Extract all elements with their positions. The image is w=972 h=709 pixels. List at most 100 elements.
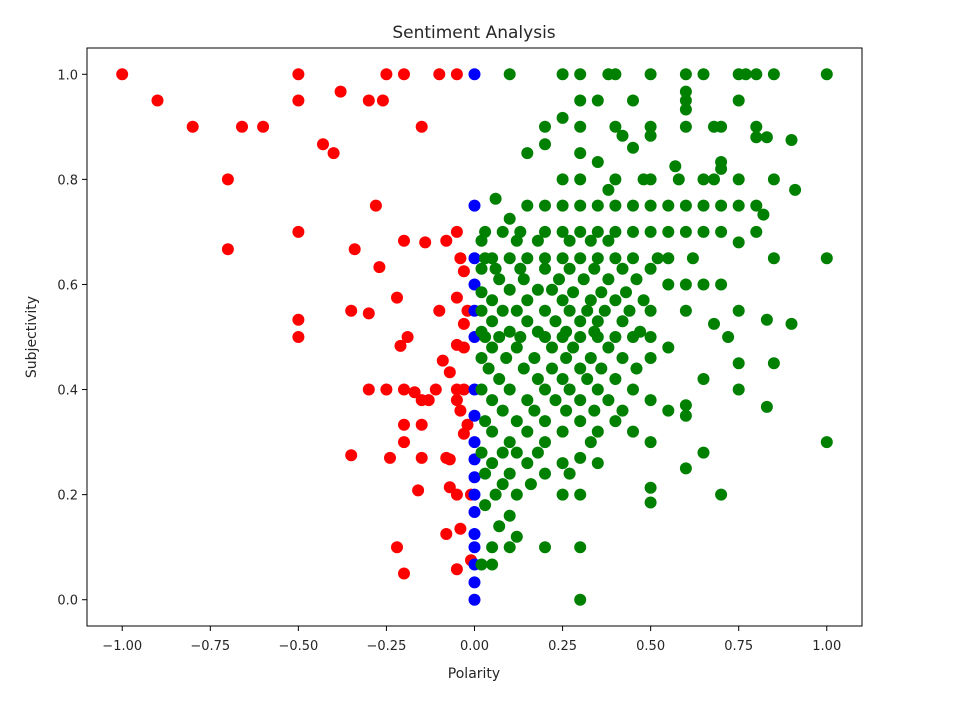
data-point xyxy=(479,331,492,343)
chart-title: Sentiment Analysis xyxy=(392,23,555,43)
data-point xyxy=(627,225,639,238)
data-point xyxy=(588,262,601,275)
data-point xyxy=(539,252,551,265)
data-point xyxy=(556,111,569,124)
data-point xyxy=(715,199,728,212)
data-point xyxy=(644,496,657,509)
data-point xyxy=(553,273,565,286)
data-point xyxy=(546,283,558,296)
x-tick-label: 0.75 xyxy=(724,639,753,654)
data-point xyxy=(679,304,692,317)
data-point xyxy=(715,225,728,238)
x-tick-label: −0.50 xyxy=(278,639,318,654)
data-point xyxy=(450,68,463,81)
data-point xyxy=(732,357,745,370)
data-point xyxy=(517,362,530,375)
data-point xyxy=(644,120,657,133)
data-point xyxy=(539,304,551,317)
data-point xyxy=(468,278,481,291)
data-point xyxy=(475,446,488,459)
x-tick-label: −1.00 xyxy=(102,639,142,654)
data-point xyxy=(539,120,551,133)
data-point xyxy=(662,199,675,212)
data-point xyxy=(820,252,833,265)
data-point xyxy=(486,294,499,307)
data-point xyxy=(419,236,432,249)
data-point xyxy=(510,446,523,459)
y-tick-label: 0.0 xyxy=(57,594,78,609)
data-point xyxy=(457,427,470,440)
data-point xyxy=(391,291,403,304)
data-point xyxy=(620,286,632,299)
data-point xyxy=(609,120,622,133)
data-point xyxy=(637,294,650,307)
data-point xyxy=(221,243,234,256)
data-point xyxy=(503,68,516,81)
data-point xyxy=(732,236,745,249)
data-point xyxy=(732,383,745,396)
data-point xyxy=(398,567,410,580)
data-point xyxy=(327,147,340,160)
data-point xyxy=(116,68,129,81)
data-point xyxy=(627,383,639,396)
data-point xyxy=(450,225,463,238)
data-point xyxy=(539,383,551,396)
data-point xyxy=(457,265,470,278)
data-point xyxy=(616,262,629,275)
x-tick-label: 0.25 xyxy=(548,639,577,654)
data-point xyxy=(514,262,527,275)
data-point xyxy=(616,404,629,417)
data-point xyxy=(609,252,622,265)
data-point xyxy=(679,103,692,116)
data-point xyxy=(500,352,513,364)
data-point xyxy=(257,120,270,133)
data-point xyxy=(574,541,587,554)
data-point xyxy=(679,409,692,422)
data-point xyxy=(496,446,509,459)
data-point xyxy=(468,593,481,606)
data-point xyxy=(486,252,499,265)
data-point xyxy=(151,94,164,107)
data-point xyxy=(563,304,576,317)
data-point xyxy=(556,294,569,307)
data-point xyxy=(345,304,358,317)
data-point xyxy=(609,373,622,385)
data-point xyxy=(722,331,735,343)
data-point xyxy=(362,307,375,320)
data-point xyxy=(820,68,833,81)
data-point xyxy=(767,68,780,81)
data-point xyxy=(584,352,597,364)
data-point xyxy=(486,457,499,470)
data-point xyxy=(531,446,544,459)
data-point xyxy=(546,362,558,375)
data-point xyxy=(503,467,516,480)
data-point xyxy=(521,199,534,212)
data-point xyxy=(602,234,615,247)
data-point xyxy=(574,173,587,186)
data-point xyxy=(581,304,594,317)
y-tick-label: 1.0 xyxy=(57,68,78,83)
data-point xyxy=(760,131,773,144)
data-point xyxy=(468,436,481,449)
data-point xyxy=(440,528,453,540)
data-point xyxy=(627,199,639,212)
data-point xyxy=(468,528,481,540)
data-point xyxy=(221,173,234,186)
data-point xyxy=(475,558,488,571)
data-point xyxy=(186,120,199,133)
data-point xyxy=(479,499,492,512)
data-point xyxy=(679,225,692,238)
data-point xyxy=(820,436,833,449)
x-axis: −1.00 −0.75 −0.50 −0.25 0.00 0.25 0.50 0.75 1.00 xyxy=(102,626,841,654)
data-point xyxy=(549,315,562,328)
data-point xyxy=(539,541,551,554)
data-point xyxy=(574,331,587,343)
data-point xyxy=(574,415,587,428)
data-point xyxy=(644,352,657,364)
data-point xyxy=(468,541,481,554)
data-point xyxy=(450,291,463,304)
y-tick-label: 0.4 xyxy=(57,384,78,399)
data-point xyxy=(715,120,728,133)
data-point xyxy=(609,199,622,212)
data-point xyxy=(602,341,615,354)
